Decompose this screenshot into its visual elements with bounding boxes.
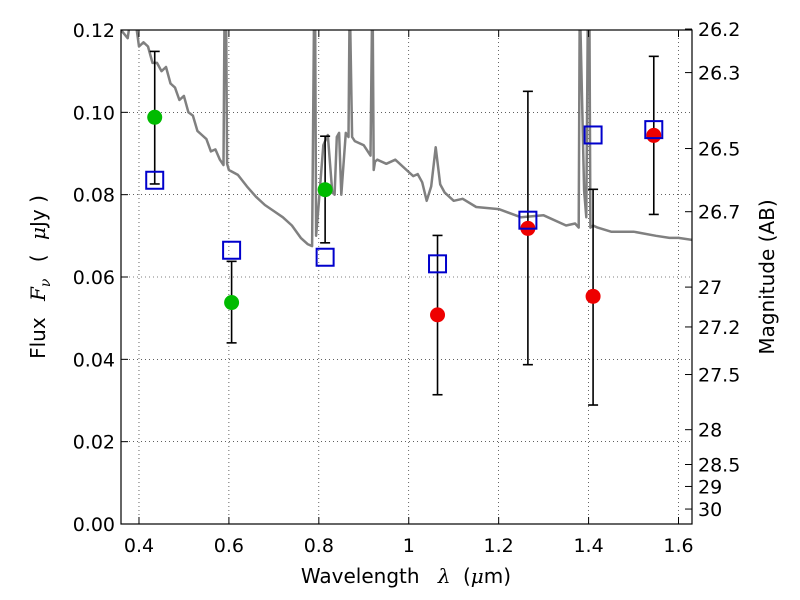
data-point-circle xyxy=(147,109,163,125)
data-point-circle xyxy=(585,288,601,304)
y-tick-label: 0.02 xyxy=(73,432,115,454)
x-axis-title: Wavelength λ (μm) xyxy=(301,564,511,588)
data-point-square xyxy=(145,170,165,190)
data-point-square xyxy=(644,120,664,140)
mag-tick-label: 26.7 xyxy=(698,202,740,224)
x-axis-title-unit-rest: m) xyxy=(484,564,511,588)
x-axis-title-unit-mu: μ xyxy=(471,564,484,588)
y2-axis-title: Magnitude (AB) xyxy=(755,199,779,354)
x-tick-label: 1.2 xyxy=(484,535,514,557)
mag-tick-label: 28.5 xyxy=(698,454,740,476)
mag-tick-label: 28 xyxy=(698,420,722,442)
y-axis-title-unit-mu: μ xyxy=(26,227,50,240)
data-point-circle xyxy=(224,295,240,311)
data-point-square xyxy=(222,240,242,260)
axes: 0.4 0.6 0.8 1 1.2 1.4 1.6 0.00 0.02 0.04 0.06 0.08 0… xyxy=(73,19,741,557)
y-tick-label: 0.06 xyxy=(73,267,115,289)
data-point-square xyxy=(583,125,603,145)
y-axis-title-prefix: Flux xyxy=(26,317,50,359)
model-spectrum-layer xyxy=(121,30,692,248)
mag-tick-label: 26.5 xyxy=(698,139,740,161)
y-axis-title-symbol: F xyxy=(26,286,50,302)
x-tick-label: 0.8 xyxy=(304,535,334,557)
y-axis-title: Flux Fν ( μJy ) xyxy=(26,195,55,359)
x-axis-title-symbol: λ xyxy=(437,564,451,588)
data-point-circle xyxy=(317,182,333,198)
data-marks xyxy=(145,50,664,406)
x-axis-title-prefix: Wavelength xyxy=(301,564,420,588)
y-tick-label: 0.10 xyxy=(73,102,115,124)
mag-tick-label: 26.2 xyxy=(698,19,740,41)
y-tick-label: 0.04 xyxy=(73,349,115,371)
x-tick-label: 1.4 xyxy=(573,535,603,557)
x-tick-label: 0.4 xyxy=(124,535,154,557)
y-tick-label: 0.08 xyxy=(73,185,115,207)
mag-tick-label: 27 xyxy=(698,277,722,299)
y-axis-title-subscript: ν xyxy=(38,278,54,287)
mag-tick-label: 29 xyxy=(698,476,722,498)
data-point-circle xyxy=(430,307,446,323)
data-point-circle xyxy=(646,127,662,143)
mag-tick-label: 26.3 xyxy=(698,63,740,85)
model-spectrum-line xyxy=(121,30,692,248)
x-tick-label: 0.6 xyxy=(214,535,244,557)
data-point-square xyxy=(428,254,448,274)
y-axis-title-unit-open: ( xyxy=(26,254,50,262)
y-tick-label: 0.12 xyxy=(73,20,115,42)
data-point-square xyxy=(315,247,335,267)
x-tick-label: 1 xyxy=(403,535,415,557)
x-tick-label: 1.6 xyxy=(663,535,693,557)
mag-tick-label: 27.2 xyxy=(698,317,740,339)
mag-tick-label: 30 xyxy=(698,499,722,521)
x-axis-title-unit-open: ( xyxy=(463,564,471,588)
mag-tick-label: 27.5 xyxy=(698,365,740,387)
y-axis-title-unit-rest: Jy ) xyxy=(26,195,50,229)
y-tick-label: 0.00 xyxy=(73,514,115,536)
data-point-square xyxy=(518,210,538,230)
